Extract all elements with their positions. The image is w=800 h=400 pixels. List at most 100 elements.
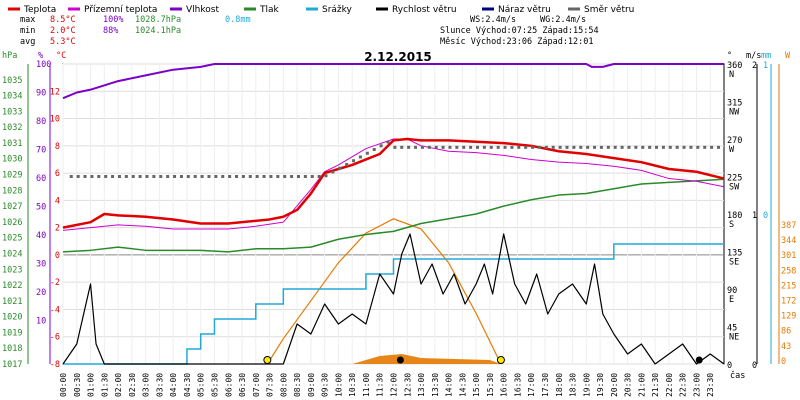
- mm-tick-label: 1: [763, 61, 768, 71]
- x-tick-label: 23:00: [692, 373, 701, 397]
- hpa-tick-label: 1025: [2, 234, 22, 244]
- wind-direction-mark: [482, 145, 486, 149]
- hpa-tick-label: 1027: [2, 202, 22, 212]
- stat-max-temp: 8.5°C: [50, 15, 76, 25]
- hpa-tick-label: 1030: [2, 155, 22, 165]
- w-tick-label: 301: [781, 251, 796, 261]
- x-tick-label: 17:30: [541, 373, 550, 397]
- wind-direction-mark: [365, 151, 369, 155]
- x-tick-label: 08:30: [293, 373, 302, 397]
- temp-tick-label: -6: [50, 333, 60, 343]
- x-tick-label: 00:30: [73, 373, 82, 397]
- wind-direction-mark: [97, 175, 101, 178]
- x-tick-label: 04:00: [169, 373, 178, 397]
- ms-tick-label: 0: [752, 361, 757, 371]
- wind-direction-mark: [627, 145, 631, 149]
- wind-direction-mark: [551, 145, 555, 149]
- x-tick-label: 10:30: [348, 373, 357, 397]
- legend-label: Srážky: [322, 5, 353, 15]
- wind-direction-mark: [255, 175, 259, 178]
- legend-label: Teplota: [23, 5, 56, 15]
- wind-direction-mark: [69, 175, 73, 178]
- series-wind-speed: [62, 233, 725, 365]
- x-tick-label: 20:00: [610, 373, 619, 397]
- dir-tick-label: 225: [727, 174, 742, 184]
- hpa-tick-label: 1018: [2, 344, 22, 354]
- wind-direction-mark: [310, 175, 314, 178]
- moon-event-marker: [695, 356, 703, 364]
- wind-direction-mark: [407, 145, 411, 149]
- dir-tick-label: 315: [727, 99, 742, 109]
- x-tick-label: 03:30: [155, 373, 164, 397]
- wind-direction-mark: [441, 145, 445, 149]
- legend-label: Rychlost větru: [392, 5, 457, 15]
- legend-label: Vlhkost: [186, 5, 219, 15]
- wind-direction-mark: [634, 145, 638, 149]
- pct-tick-label: 50: [36, 203, 46, 213]
- stat-min-temp: 2.0°C: [50, 26, 76, 36]
- wind-direction-mark: [524, 145, 528, 149]
- wind-direction-mark: [372, 148, 376, 151]
- wind-direction-mark: [496, 145, 500, 149]
- wind-direction-mark: [400, 145, 404, 149]
- wind-direction-mark: [117, 175, 121, 178]
- mm-axis-label: mm: [761, 51, 771, 61]
- x-tick-label: 01:30: [100, 373, 109, 397]
- dir-compass-label: NE: [729, 333, 739, 343]
- wind-direction-mark: [586, 145, 590, 149]
- wind-direction-mark: [579, 145, 583, 149]
- dir-tick-label: 180: [727, 211, 742, 221]
- wind-direction-mark: [641, 145, 645, 149]
- w-tick-label: 258: [781, 266, 796, 276]
- wind-direction-mark: [599, 145, 603, 149]
- hpa-tick-label: 1032: [2, 123, 22, 133]
- wind-direction-mark: [131, 175, 135, 178]
- x-tick-label: 04:30: [183, 373, 192, 397]
- legend-label: Tlak: [259, 5, 280, 15]
- wind-direction-mark: [379, 144, 383, 148]
- hpa-tick-label: 1023: [2, 265, 22, 275]
- stat-max-press: 1028.7hPa: [135, 15, 181, 25]
- w-tick-label: 0: [781, 357, 786, 367]
- pct-axis-label: %: [38, 51, 43, 61]
- info-moon: Měsíc Východ:23:06 Západ:12:01: [440, 37, 594, 47]
- temp-tick-label: 6: [55, 169, 60, 179]
- series-temperature: [62, 137, 725, 229]
- wind-direction-mark: [620, 145, 624, 149]
- wind-direction-mark: [179, 175, 183, 178]
- wind-direction-mark: [352, 159, 356, 163]
- w-tick-label: 43: [781, 342, 791, 352]
- dir-tick-label: 135: [727, 249, 742, 259]
- wind-direction-mark: [613, 145, 617, 149]
- x-tick-label: 21:30: [651, 373, 660, 397]
- wind-direction-mark: [338, 166, 342, 170]
- x-tick-label: 20:30: [624, 373, 633, 397]
- x-tick-label: 05:30: [210, 373, 219, 397]
- wind-direction-mark: [296, 175, 300, 178]
- wind-direction-mark: [427, 145, 431, 149]
- x-tick-label: 16:00: [500, 373, 509, 397]
- wind-direction-mark: [420, 145, 424, 149]
- wind-direction-mark: [476, 145, 480, 149]
- mm-tick-label: 0: [763, 211, 768, 221]
- wind-direction-mark: [358, 155, 362, 159]
- temp-tick-label: 8: [55, 142, 60, 152]
- x-tick-label: 06:00: [224, 373, 233, 397]
- legend: Teplota Přízemní teplota Vlhkost Tlak Srážky…: [8, 5, 634, 15]
- x-tick-label: 13:00: [417, 373, 426, 397]
- stat-avg-temp: 5.3°C: [50, 37, 76, 47]
- hpa-tick-label: 1017: [2, 360, 22, 370]
- hpa-tick-label: 1022: [2, 281, 22, 291]
- hpa-tick-label: 1019: [2, 328, 22, 338]
- wind-direction-mark: [675, 145, 679, 149]
- stat-min-label: min: [20, 26, 35, 36]
- wind-direction-mark: [303, 175, 307, 178]
- wind-direction-mark: [83, 175, 87, 178]
- wind-direction-mark: [455, 145, 459, 149]
- x-tick-label: 22:30: [679, 373, 688, 397]
- x-tick-label: 02:30: [128, 373, 137, 397]
- hpa-tick-label: 1034: [2, 92, 22, 102]
- stat-avg-label: avg: [20, 37, 35, 47]
- wind-direction-mark: [503, 145, 507, 149]
